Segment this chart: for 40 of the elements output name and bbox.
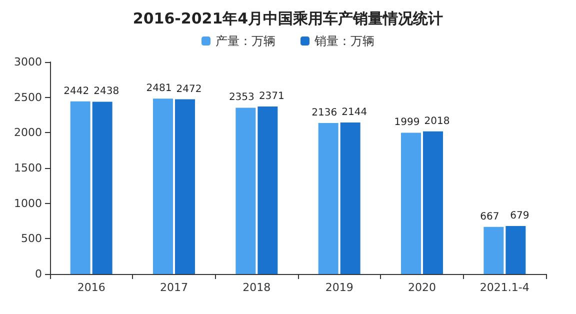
bar [153,98,173,274]
data-label: 667 [480,211,500,222]
data-label: 2018 [424,116,450,127]
bar [423,131,443,274]
bar [258,106,278,274]
data-label: 2481 [146,83,172,94]
legend-label: 产量：万辆 [216,34,276,48]
y-tick-label: 0 [35,268,42,280]
y-tick-label: 1500 [14,162,42,174]
chart-title: 2016-2021年4月中国乘用车产销量情况统计 [132,10,444,28]
x-tick-label: 2018 [242,281,271,294]
x-tick-label: 2016 [77,281,106,294]
x-tick-label: 2017 [160,281,188,294]
data-label: 2353 [228,92,254,104]
legend-label: 销量：万辆 [314,34,374,48]
bar [236,108,256,274]
data-label: 2472 [176,84,202,95]
data-label: 2144 [342,106,368,118]
bar [340,122,360,274]
y-tick-label: 1000 [14,196,42,210]
x-tick-label: 2019 [325,281,354,294]
data-label: 1999 [394,117,420,128]
bar [70,101,90,274]
bar [506,226,526,274]
bar [175,99,195,274]
y-tick-label: 2500 [14,90,42,104]
x-tick-label: 2020 [408,281,436,294]
bar [401,132,421,274]
data-label: 2442 [64,86,90,97]
y-tick-label: 3000 [14,56,42,68]
y-tick-label: 2000 [14,126,42,140]
x-tick-label: 2021.1-4 [480,281,530,294]
bar [484,226,504,274]
data-label: 679 [510,210,530,222]
y-tick-label: 500 [21,232,42,246]
bar [318,123,338,274]
bar [92,102,112,274]
data-label: 2136 [312,108,338,119]
data-label: 2438 [94,86,120,98]
data-label: 2371 [258,90,284,102]
